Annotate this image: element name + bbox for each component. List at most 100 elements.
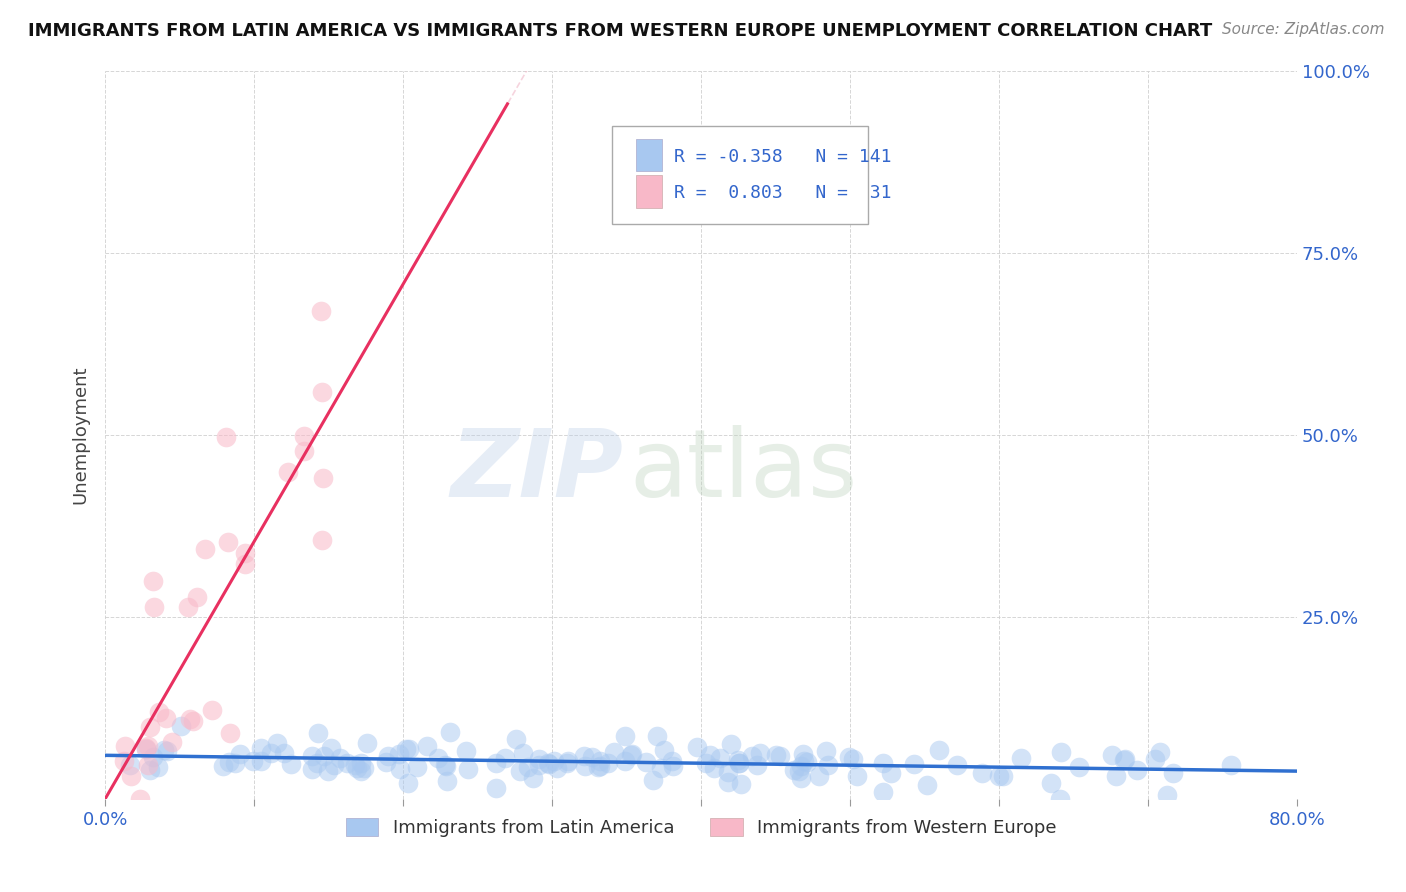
- Point: [219, 725, 242, 739]
- Point: [709, 751, 731, 765]
- Point: [1143, 752, 1166, 766]
- Point: [872, 756, 894, 770]
- Text: ZIP: ZIP: [451, 425, 624, 517]
- Point: [273, 746, 295, 760]
- Point: [815, 744, 838, 758]
- Point: [201, 703, 224, 717]
- Legend: Immigrants from Latin America, Immigrants from Western Europe: Immigrants from Latin America, Immigrant…: [339, 811, 1064, 845]
- Text: R =  0.803   N =  31: R = 0.803 N = 31: [673, 185, 891, 202]
- Point: [903, 757, 925, 772]
- Point: [807, 769, 830, 783]
- Point: [142, 574, 165, 588]
- Text: IMMIGRANTS FROM LATIN AMERICA VS IMMIGRANTS FROM WESTERN EUROPE UNEMPLOYMENT COR: IMMIGRANTS FROM LATIN AMERICA VS IMMIGRA…: [28, 22, 1212, 40]
- Point: [546, 762, 568, 776]
- Point: [1049, 792, 1071, 806]
- Point: [1114, 753, 1136, 767]
- Point: [645, 729, 668, 743]
- Point: [527, 751, 550, 765]
- Point: [323, 757, 346, 772]
- Point: [135, 742, 157, 756]
- Point: [817, 758, 839, 772]
- Point: [218, 755, 240, 769]
- Point: [217, 534, 239, 549]
- Point: [193, 542, 215, 557]
- Point: [1101, 748, 1123, 763]
- Point: [792, 747, 814, 762]
- Point: [329, 751, 352, 765]
- Point: [233, 557, 256, 571]
- Point: [1105, 769, 1128, 783]
- Point: [224, 756, 246, 771]
- Point: [396, 776, 419, 790]
- Point: [120, 758, 142, 772]
- Point: [634, 755, 657, 769]
- Point: [484, 756, 506, 771]
- Point: [153, 743, 176, 757]
- Point: [307, 725, 329, 739]
- Point: [148, 705, 170, 719]
- Point: [1010, 751, 1032, 765]
- Point: [695, 756, 717, 770]
- Point: [987, 769, 1010, 783]
- Point: [596, 756, 619, 771]
- Point: [375, 755, 398, 769]
- Point: [456, 744, 478, 758]
- Point: [728, 756, 751, 770]
- Point: [394, 742, 416, 756]
- Point: [388, 747, 411, 761]
- Point: [388, 762, 411, 776]
- Point: [301, 763, 323, 777]
- Point: [603, 746, 626, 760]
- Point: [783, 763, 806, 777]
- Point: [838, 750, 860, 764]
- Point: [765, 747, 787, 762]
- Point: [1050, 745, 1073, 759]
- Point: [716, 765, 738, 780]
- Point: [155, 743, 177, 757]
- Point: [277, 465, 299, 479]
- Point: [789, 771, 811, 785]
- Point: [787, 764, 810, 778]
- Point: [793, 754, 815, 768]
- Point: [972, 766, 994, 780]
- Point: [160, 735, 183, 749]
- Text: R = -0.358   N = 141: R = -0.358 N = 141: [673, 148, 891, 166]
- Point: [730, 776, 752, 790]
- Point: [572, 749, 595, 764]
- Point: [292, 429, 315, 443]
- Point: [796, 756, 818, 770]
- Point: [1040, 776, 1063, 790]
- Point: [436, 773, 458, 788]
- Point: [416, 739, 439, 753]
- Point: [439, 724, 461, 739]
- Point: [1156, 788, 1178, 802]
- Point: [457, 762, 479, 776]
- Point: [186, 591, 208, 605]
- Point: [720, 737, 742, 751]
- Point: [509, 764, 531, 778]
- Point: [343, 758, 366, 772]
- Point: [661, 759, 683, 773]
- Point: [292, 443, 315, 458]
- Point: [641, 773, 664, 788]
- Point: [516, 760, 538, 774]
- Point: [543, 755, 565, 769]
- Point: [311, 304, 333, 318]
- Point: [280, 756, 302, 771]
- Point: [1126, 764, 1149, 778]
- Point: [661, 755, 683, 769]
- Point: [915, 778, 938, 792]
- Point: [142, 750, 165, 764]
- Point: [138, 720, 160, 734]
- Point: [650, 761, 672, 775]
- Point: [121, 769, 143, 783]
- FancyBboxPatch shape: [612, 126, 868, 224]
- Point: [620, 747, 643, 762]
- Point: [652, 743, 675, 757]
- Point: [574, 759, 596, 773]
- Point: [717, 775, 740, 789]
- Point: [146, 760, 169, 774]
- Text: atlas: atlas: [630, 425, 858, 517]
- Point: [114, 739, 136, 753]
- Point: [529, 757, 551, 772]
